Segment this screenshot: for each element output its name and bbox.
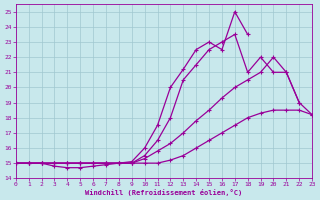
X-axis label: Windchill (Refroidissement éolien,°C): Windchill (Refroidissement éolien,°C)	[85, 189, 243, 196]
